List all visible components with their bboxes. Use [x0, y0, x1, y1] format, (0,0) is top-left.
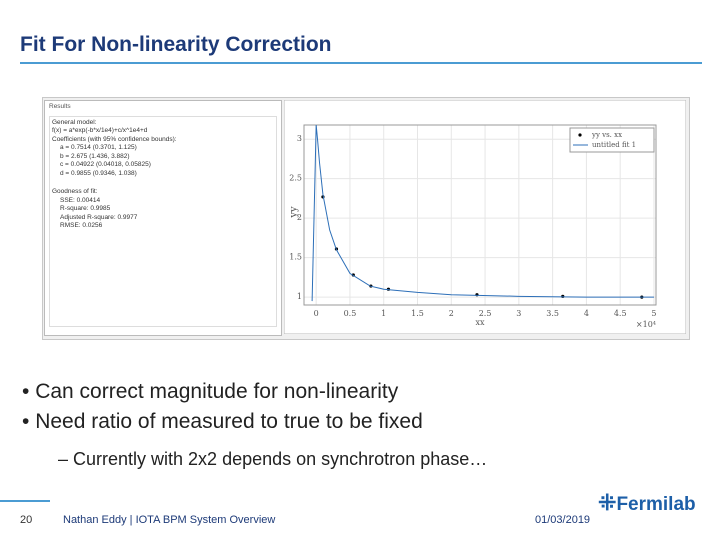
axes-box [303, 124, 657, 306]
result-line: General model: [52, 118, 97, 126]
x-tick-label: 3.5 [546, 309, 559, 318]
y-tick-label: 2 [297, 213, 302, 222]
plot-layer: 0 0.5 1 1.5 2 2.5 3 3.5 4 4.5 5 1 1.5 2 2.5 3 xx ×10⁴ yy yy… [289, 124, 657, 329]
slide-title: Fit For Non-linearity Correction [20, 33, 332, 56]
page-number: 20 [20, 514, 33, 526]
data-point [561, 294, 565, 298]
result-line: d = 0.9855 (0.9346, 1.038) [60, 169, 137, 177]
x-tick-label: 0.5 [344, 309, 357, 318]
title-rule [20, 62, 702, 64]
legend-label: yy vs. xx [591, 131, 622, 139]
result-line: c = 0.04922 (0.04018, 0.05825) [60, 161, 151, 168]
bullet: • Can correct magnitude for non-linearit… [22, 380, 399, 403]
logo: ⁜Fermilab [598, 490, 696, 515]
result-line: Goodness of fit: [52, 188, 98, 195]
presenter: Nathan Eddy | IOTA BPM System Overview [63, 514, 276, 526]
x-tick-label: 2.5 [479, 309, 492, 318]
result-line: a = 0.7514 (0.3701, 1.125) [60, 144, 137, 151]
x-tick-label: 5 [651, 309, 656, 318]
footer-rule [0, 500, 50, 502]
x-tick-label: 4.5 [614, 309, 627, 318]
bullet-text: Need ratio of measured to true to be fix… [35, 410, 423, 433]
result-line: f(x) = a*exp(-b*x/1e4)+c/x^1e4+d [52, 127, 148, 134]
result-line: RMSE: 0.0256 [60, 222, 103, 229]
x-tick-label: 1.5 [411, 309, 424, 318]
x-multiplier: ×10⁴ [636, 320, 656, 329]
legend-marker [578, 133, 582, 137]
x-tick-label: 2 [449, 309, 454, 318]
y-axis-label: yy [289, 206, 300, 219]
results-box: General model: f(x) = a*exp(-b*x/1e4)+c/x… [49, 115, 277, 327]
x-axis-label: xx [475, 318, 485, 327]
y-tick-label: 3 [297, 134, 302, 143]
x-tick-label: 3 [516, 309, 521, 318]
result-line: SSE: 0.00414 [60, 196, 101, 204]
result-line: Coefficients (with 95% confidence bounds… [52, 135, 177, 143]
sub-bullet-text: Currently with 2x2 depends on synchrotro… [73, 449, 488, 469]
results-panel: Results General model: f(x) = a*exp(-b*x/… [44, 100, 282, 336]
x-tick-label: 4 [584, 309, 589, 318]
result-line: Adjusted R-square: 0.9977 [60, 213, 138, 221]
legend: yy vs. xx untitled fit 1 [569, 127, 655, 153]
x-tick-label: 1 [381, 309, 386, 318]
legend-label: untitled fit 1 [592, 141, 636, 149]
sub-bullets: – Currently with 2x2 depends on synchrot… [58, 449, 487, 470]
bullets: • Can correct magnitude for non-linearit… [22, 380, 423, 440]
logo-text: Fermilab [616, 494, 696, 515]
y-tick-label: 2.5 [289, 174, 302, 183]
bullet: • Need ratio of measured to true to be f… [22, 410, 423, 433]
plot: 0 0.5 1 1.5 2 2.5 3 3.5 4 4.5 5 1 1.5 2 2.5 3 xx ×10⁴ yy yy… [284, 100, 686, 334]
sub-bullet: – Currently with 2x2 depends on synchrot… [58, 449, 488, 469]
results-heading: Results [49, 103, 71, 110]
bullet-text: Can correct magnitude for non-linearity [35, 380, 399, 403]
result-line: b = 2.675 (1.436, 3.882) [60, 152, 130, 160]
date: 01/03/2019 [535, 514, 591, 526]
x-tick-label: 0 [314, 309, 319, 318]
result-line: R-square: 0.9985 [60, 205, 111, 212]
fit-line [311, 124, 654, 302]
legend-box [569, 127, 655, 153]
y-tick-label: 1.5 [289, 253, 302, 262]
y-tick-label: 1 [297, 292, 302, 301]
